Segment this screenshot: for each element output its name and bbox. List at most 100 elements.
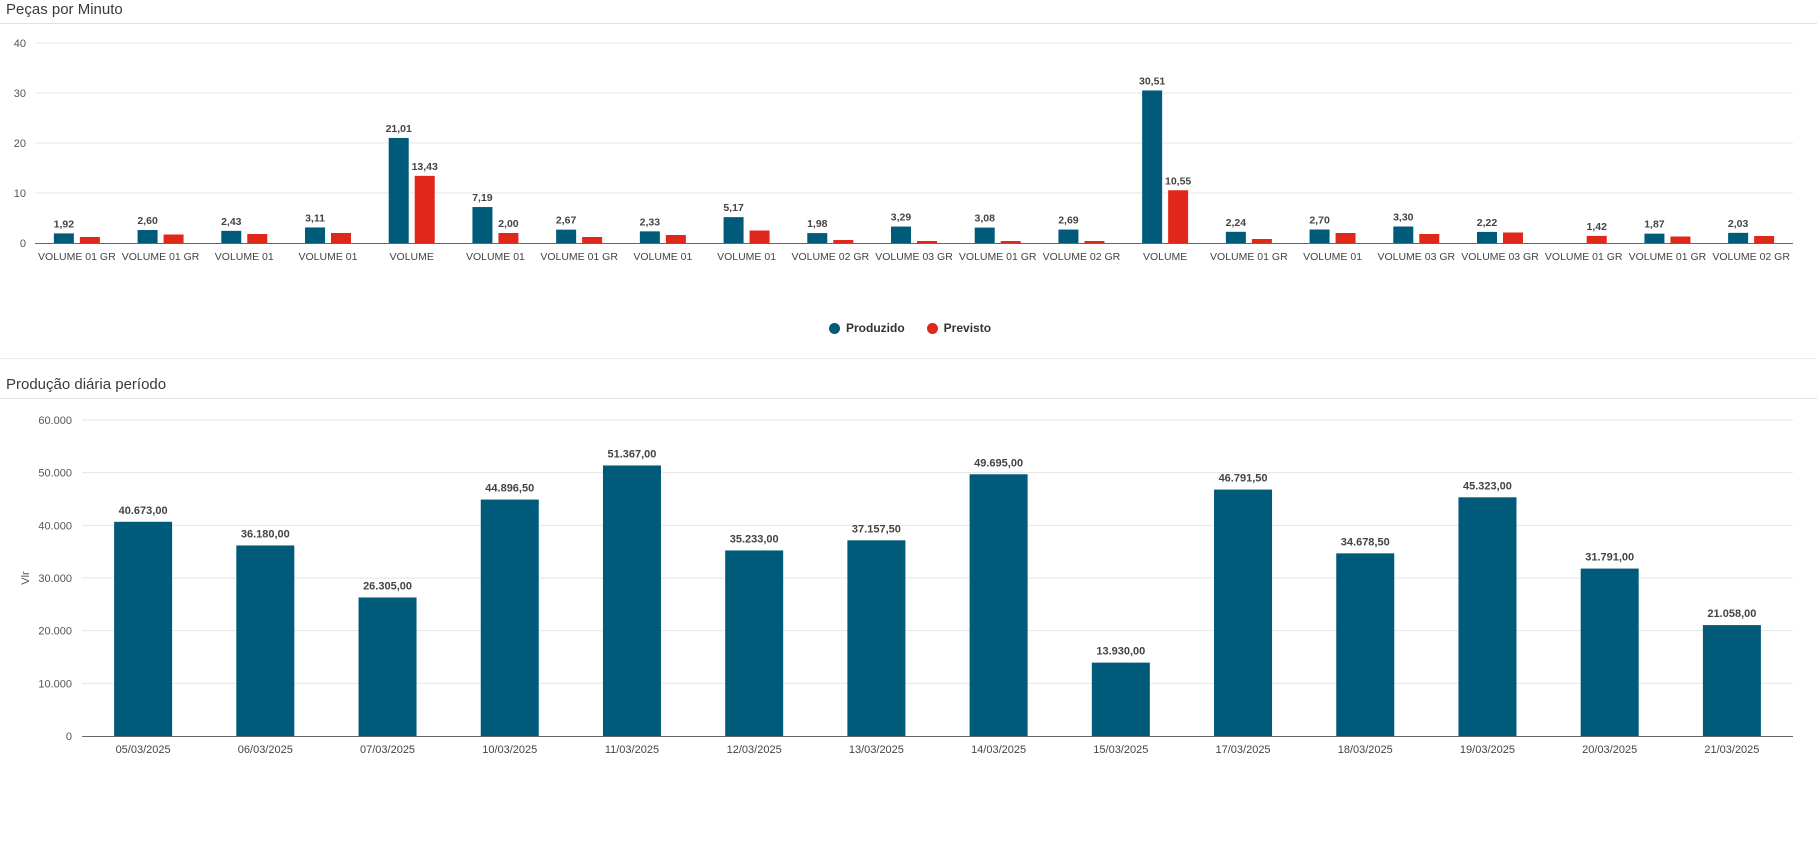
previsto-data-label: 1,42 xyxy=(1586,221,1607,233)
daily-data-label: 51.367,00 xyxy=(607,448,656,460)
daily-x-tick-label: 21/03/2025 xyxy=(1704,744,1759,756)
produzido-data-label: 2,22 xyxy=(1477,217,1498,229)
ppm-x-tick-label: VOLUME 01 GR xyxy=(38,251,116,263)
ppm-y-tick-label: 0 xyxy=(20,238,26,250)
produzido-data-label: 3,08 xyxy=(974,213,995,225)
produzido-bar xyxy=(1477,231,1497,243)
produzido-data-label: 5,17 xyxy=(723,202,744,214)
daily-production-bar xyxy=(358,597,417,736)
daily-x-tick-label: 06/03/2025 xyxy=(238,744,293,756)
ppm-x-tick-label: VOLUME 01 xyxy=(215,251,274,263)
daily-data-label: 46.791,50 xyxy=(1219,473,1268,485)
ppm-x-tick-label: VOLUME 02 GR xyxy=(791,251,869,263)
produzido-data-label: 2,33 xyxy=(640,216,661,228)
produzido-data-label: 2,03 xyxy=(1728,218,1749,230)
produzido-bar xyxy=(1393,226,1414,243)
previsto-bar xyxy=(79,237,100,243)
produzido-bar xyxy=(472,207,493,243)
produzido-bar xyxy=(1142,90,1163,243)
daily-data-label: 37.157,50 xyxy=(852,523,901,535)
daily-y-tick-label: 40.000 xyxy=(38,520,72,532)
produzido-bar xyxy=(221,230,242,243)
daily-data-label: 35.233,00 xyxy=(730,533,779,545)
daily-production-panel: Produção diária período 0 10.000 20.000 30.… xyxy=(0,360,1817,845)
daily-x-tick-label: 12/03/2025 xyxy=(727,744,782,756)
daily-x-tick-label: 18/03/2025 xyxy=(1338,744,1393,756)
daily-x-tick-label: 15/03/2025 xyxy=(1093,744,1148,756)
previsto-data-label: 10,55 xyxy=(1165,175,1191,187)
ppm-title-divider xyxy=(0,23,1817,24)
daily-production-title-divider xyxy=(0,398,1817,399)
produzido-bar xyxy=(1644,233,1665,243)
daily-data-label: 36.180,00 xyxy=(241,528,290,540)
produzido-swatch-icon xyxy=(829,322,840,334)
produzido-bar xyxy=(1728,232,1749,243)
daily-x-tick-label: 20/03/2025 xyxy=(1582,744,1637,756)
daily-x-tick-label: 10/03/2025 xyxy=(482,744,537,756)
ppm-x-tick-label: VOLUME 03 GR xyxy=(1377,251,1455,263)
ppm-x-tick-label: VOLUME 01 xyxy=(1303,251,1362,263)
daily-production-bar xyxy=(480,499,539,736)
ppm-bar-chart: 0 10 20 30 40 VOLUME 01 GR 1,92 VOLUME 01 GR 2,6… xyxy=(14,38,1793,263)
ppm-x-tick-label: VOLUME 01 GR xyxy=(540,251,618,263)
previsto-bar xyxy=(1754,236,1775,243)
daily-production-bar xyxy=(969,474,1028,736)
produzido-bar xyxy=(1309,229,1330,243)
ppm-x-tick-label: VOLUME 01 xyxy=(299,251,358,263)
daily-production-bar xyxy=(1580,568,1639,736)
daily-production-bar xyxy=(1091,662,1150,736)
produzido-data-label: 2,70 xyxy=(1309,215,1330,227)
produzido-data-label: 2,43 xyxy=(221,216,242,228)
produzido-data-label: 1,87 xyxy=(1644,219,1665,231)
produzido-data-label: 3,11 xyxy=(305,212,325,224)
daily-y-tick-label: 50.000 xyxy=(38,468,72,480)
ppm-panel: Peças por Minuto 0 10 20 30 40 VOLUME 01 GR 1,… xyxy=(0,0,1817,360)
ppm-x-tick-label: VOLUME 01 GR xyxy=(122,251,200,263)
previsto-bar xyxy=(247,234,268,243)
ppm-x-tick-label: VOLUME 01 GR xyxy=(1545,251,1623,263)
daily-y-tick-label: 0 xyxy=(66,731,72,743)
produzido-data-label: 7,19 xyxy=(472,192,493,204)
daily-production-bar xyxy=(236,545,295,736)
ppm-x-tick-label: VOLUME xyxy=(390,251,434,263)
ppm-y-tick-label: 30 xyxy=(14,88,26,100)
previsto-bar xyxy=(582,237,603,243)
produzido-data-label: 30,51 xyxy=(1139,75,1165,87)
legend-item-previsto[interactable]: Previsto xyxy=(926,321,991,335)
previsto-data-label: 2,00 xyxy=(498,218,519,230)
daily-data-label: 45.323,00 xyxy=(1463,480,1512,492)
previsto-bar xyxy=(749,230,770,243)
daily-x-tick-label: 13/03/2025 xyxy=(849,744,904,756)
daily-production-bar xyxy=(1458,497,1517,736)
daily-production-bar xyxy=(1702,625,1761,736)
produzido-bar xyxy=(53,233,74,243)
produzido-bar xyxy=(556,229,577,243)
panel-separator xyxy=(0,358,1817,359)
daily-data-label: 21.058,00 xyxy=(1707,608,1756,620)
previsto-bar xyxy=(1168,190,1189,243)
daily-data-label: 13.930,00 xyxy=(1096,646,1145,658)
produzido-bar xyxy=(807,233,828,243)
previsto-bar xyxy=(1670,236,1691,243)
produzido-data-label: 1,92 xyxy=(54,218,75,230)
daily-production-bar-chart: 0 10.000 20.000 30.000 40.000 50.000 60.000 Vlr… xyxy=(20,415,1793,756)
produzido-bar xyxy=(305,227,325,243)
produzido-data-label: 2,69 xyxy=(1058,215,1079,227)
previsto-bar xyxy=(498,233,519,243)
previsto-bar xyxy=(414,175,435,243)
daily-y-tick-label: 10.000 xyxy=(38,678,72,690)
produzido-bar xyxy=(639,231,660,243)
previsto-bar xyxy=(1251,239,1272,243)
ppm-y-tick-label: 20 xyxy=(14,138,26,150)
produzido-bar xyxy=(388,137,409,243)
daily-production-bar xyxy=(725,550,784,736)
produzido-data-label: 1,98 xyxy=(807,218,828,230)
daily-production-bar xyxy=(847,540,906,736)
ppm-x-tick-label: VOLUME 02 GR xyxy=(1043,251,1121,263)
ppm-title: Peças por Minuto xyxy=(6,1,123,18)
daily-x-tick-label: 07/03/2025 xyxy=(360,744,415,756)
ppm-x-tick-label: VOLUME 01 GR xyxy=(1210,251,1288,263)
legend-item-produzido[interactable]: Produzido xyxy=(829,321,905,335)
produzido-bar xyxy=(723,217,744,243)
previsto-bar xyxy=(1335,233,1356,243)
